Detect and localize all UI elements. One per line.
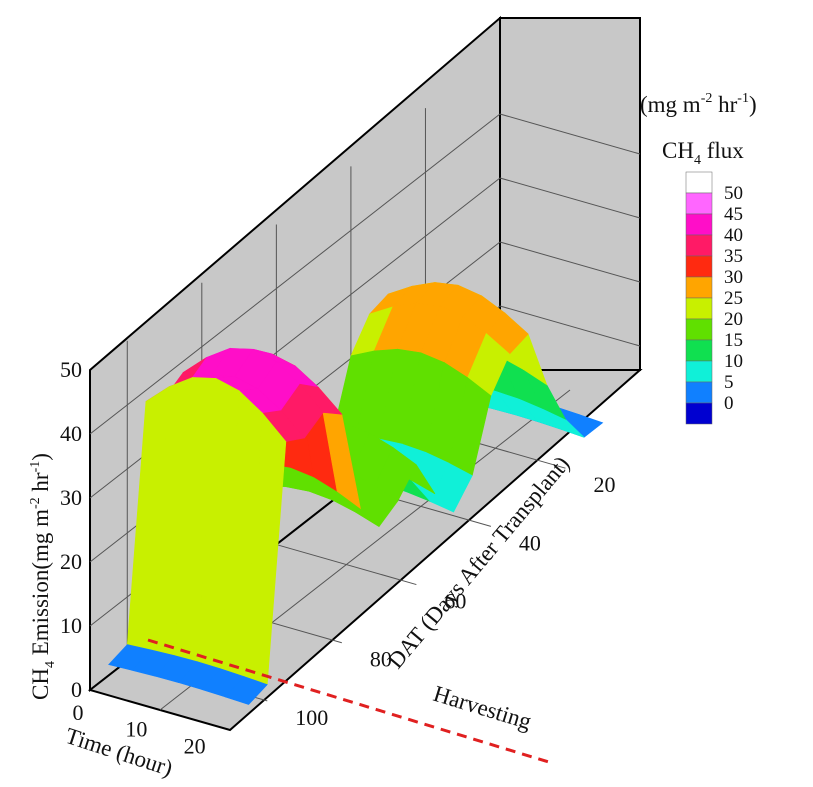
- colorbar-unit: (mg m-2 hr-1): [640, 91, 757, 117]
- x-tick-label: 10: [125, 717, 147, 742]
- surface-patch: [224, 676, 268, 705]
- y-tick-label: 40: [519, 530, 541, 555]
- z-tick-label: 50: [60, 357, 82, 382]
- colorbar-swatch: [685, 192, 713, 215]
- colorbar-swatch: [685, 402, 713, 425]
- harvesting-label: Harvesting: [431, 681, 535, 735]
- end-wall: [499, 17, 641, 371]
- colorbar-swatch: [685, 255, 713, 278]
- colorbar-swatch: [685, 171, 713, 194]
- colorbar-swatch: [685, 360, 713, 383]
- grid-line-z: [89, 113, 501, 435]
- colorbar-tick-label: 30: [724, 267, 743, 288]
- x-tick-label: 20: [184, 733, 206, 758]
- harvesting-line: [147, 638, 553, 765]
- y-tick-label: 80: [370, 647, 392, 672]
- end-grid-line: [499, 113, 641, 155]
- colorbar-tick-label: 50: [724, 183, 743, 204]
- colorbar-tick-label: 5: [724, 372, 734, 393]
- colorbar-swatch: [685, 381, 713, 404]
- y-tick-label: 20: [593, 472, 615, 497]
- y-tick-label: 60: [444, 589, 466, 614]
- colorbar-tick-label: 40: [724, 225, 743, 246]
- z-tick-label: 10: [60, 613, 82, 638]
- axis-ticks: 0 10 20 30 40 50 0 10 20 20 40 60 80 100: [60, 357, 615, 758]
- colorbar-swatch: [685, 276, 713, 299]
- colorbar-tick-label: 45: [724, 204, 743, 225]
- end-grid-line: [499, 177, 641, 219]
- colorbar-swatch: [685, 297, 713, 320]
- x-tick-label: 0: [73, 700, 84, 725]
- colorbar-swatch: [685, 339, 713, 362]
- z-axis-title: CH4 Emission(mg m-2 hr-1): [28, 453, 58, 700]
- colorbar-tick-label: 20: [724, 309, 743, 330]
- y-tick-label: 100: [295, 705, 328, 730]
- colorbar-tick-label: 0: [724, 393, 734, 414]
- colorbar-title: CH4 flux: [662, 138, 744, 168]
- colorbar-swatch: [685, 318, 713, 341]
- colorbar-swatch: [685, 213, 713, 236]
- end-grid-line: [499, 305, 641, 347]
- x-axis-title: Time (hour): [62, 723, 175, 781]
- colorbar-tick-label: 10: [724, 351, 743, 372]
- end-grid-line: [499, 241, 641, 283]
- z-tick-label: 20: [60, 549, 82, 574]
- colorbar-tick-label: 15: [724, 330, 743, 351]
- z-tick-label: 30: [60, 485, 82, 510]
- z-tick-label: 40: [60, 421, 82, 446]
- emission-surface: [108, 282, 604, 705]
- colorbar-tick-label: 35: [724, 246, 743, 267]
- colorbar-swatch: [685, 234, 713, 257]
- z-tick-label: 0: [71, 677, 82, 702]
- colorbar-tick-label: 25: [724, 288, 743, 309]
